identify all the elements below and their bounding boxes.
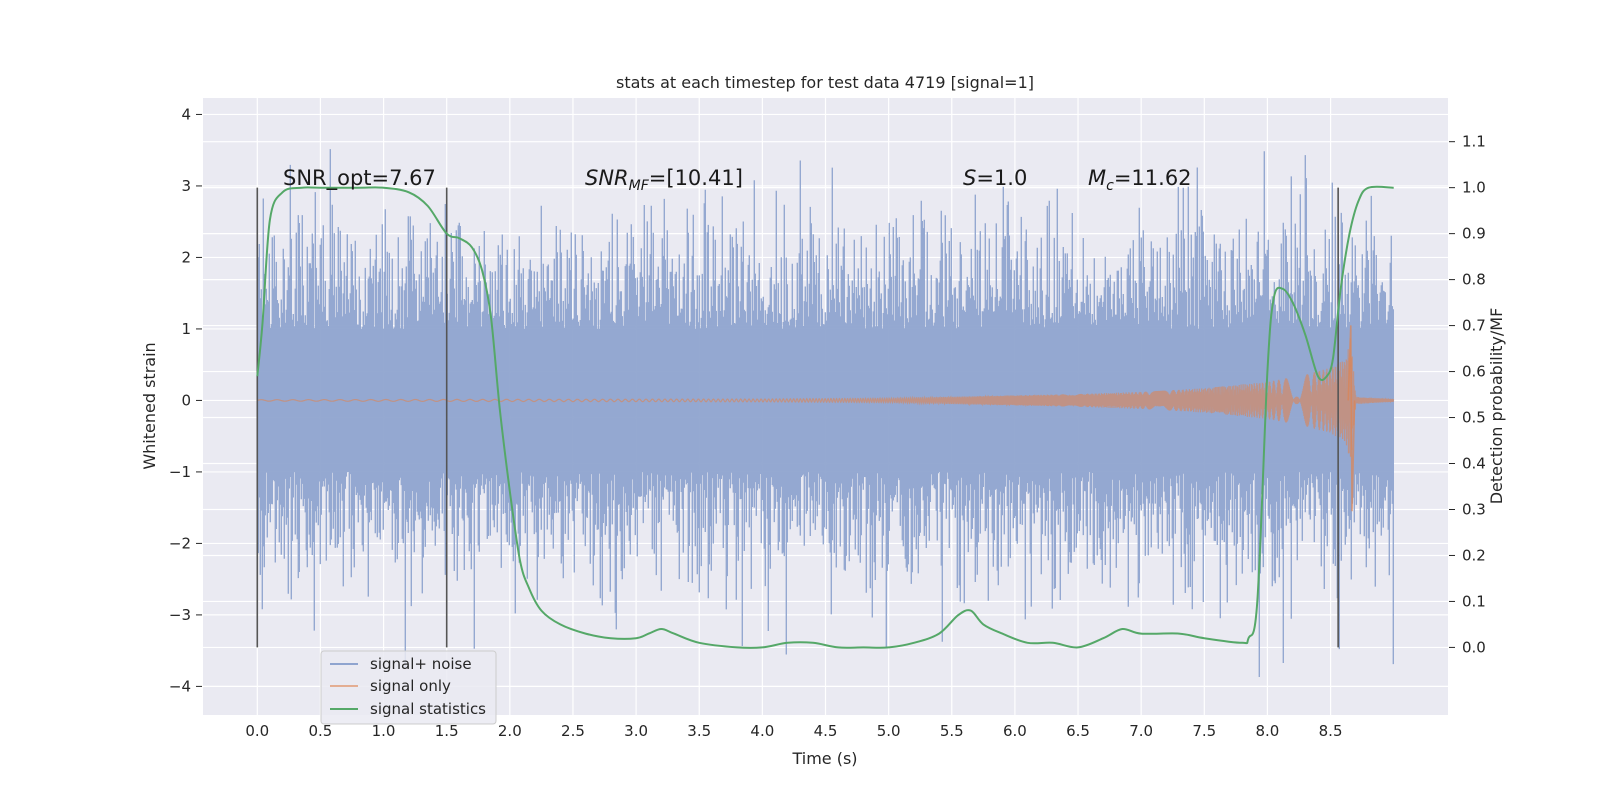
y-tick-label: 0 [181, 391, 191, 409]
legend-box [320, 650, 497, 725]
x-axis-label: Time (s) [791, 749, 857, 768]
y2-tick-label: 0.8 [1462, 271, 1486, 289]
annotation-s: S=1.0 [963, 166, 1027, 190]
legend-label-signal-statistics: signal statistics [370, 700, 486, 718]
annotation-mc-main: M [1088, 166, 1106, 190]
tick-labels: 0.0 0.5 1.0 1.5 2.0 2.5 3.0 3.5 4.0 4.5 5.0 5.5 6.0 6… [169, 105, 1486, 740]
x-tick-label: 5.0 [877, 722, 901, 740]
y2-tick-label: 0.0 [1462, 638, 1486, 656]
annotation-snr-mf-sub: MF [629, 178, 650, 194]
signal-merger-spike [1347, 325, 1356, 512]
y-tick-label: −2 [169, 534, 191, 552]
x-tick-label: 2.0 [498, 722, 522, 740]
y2-tick-label: 0.9 [1462, 225, 1486, 243]
y2-tick-label: 1.0 [1462, 179, 1486, 197]
x-tick-label: 8.5 [1319, 722, 1343, 740]
x-tick-label: 4.0 [750, 722, 774, 740]
y2-tick-label: 0.2 [1462, 546, 1486, 564]
y2-tick-label: 1.1 [1462, 133, 1486, 151]
x-tick-label: 5.5 [940, 722, 964, 740]
y2-tick-label: 0.3 [1462, 500, 1486, 518]
annotation-s-main: S [963, 166, 976, 190]
annotation-snr-mf: SNRMF=[10.41] [585, 166, 743, 194]
y-tick-label: −1 [169, 463, 191, 481]
legend-label-signal-noise: signal+ noise [370, 655, 472, 673]
x-tick-label: 0.0 [245, 722, 269, 740]
x-tick-label: 0.5 [308, 722, 332, 740]
y-tick-label: −4 [169, 677, 191, 695]
y-tick-label: 3 [181, 177, 191, 195]
y-tick-label: 4 [181, 105, 191, 123]
y2-tick-label: 0.4 [1462, 455, 1486, 473]
vertical-markers [256, 187, 1339, 648]
x-tick-label: 8.0 [1256, 722, 1280, 740]
x-tick-label: 3.5 [687, 722, 711, 740]
annotation-s-value: =1.0 [976, 166, 1027, 190]
y2-tick-label: 0.6 [1462, 363, 1486, 381]
x-tick-label: 1.0 [372, 722, 396, 740]
chart-title: stats at each timestep for test data 471… [616, 73, 1034, 92]
annotation-snr-opt: SNR_opt=7.67 [283, 166, 436, 191]
y-axis-label: Whitened strain [140, 342, 159, 469]
x-tick-label: 4.5 [814, 722, 838, 740]
legend-label-signal-only: signal only [370, 677, 451, 695]
annotation-snr-mf-value: =[10.41] [649, 166, 743, 190]
y-tick-label: 2 [181, 248, 191, 266]
series-signal-statistics [256, 185, 1394, 649]
annotation-mc-sub: c [1106, 178, 1114, 194]
x-tick-label: 1.5 [435, 722, 459, 740]
x-tick-label: 2.5 [561, 722, 585, 740]
legend: signal+ noise signal only signal statist… [320, 650, 497, 725]
y-tick-label: −3 [169, 606, 191, 624]
y2-tick-label: 0.1 [1462, 592, 1486, 610]
signal-statistics-line [256, 185, 1394, 649]
x-tick-label: 6.5 [1066, 722, 1090, 740]
x-tick-label: 6.0 [1003, 722, 1027, 740]
x-tick-label: 7.0 [1129, 722, 1153, 740]
y2-tick-label: 0.7 [1462, 317, 1486, 335]
y2-tick-label: 0.5 [1462, 409, 1486, 427]
y-tick-label: 1 [181, 320, 191, 338]
x-tick-label: 7.5 [1192, 722, 1216, 740]
annotation-mc: Mc=11.62 [1088, 166, 1192, 194]
annotation-snr-mf-main: SNR [585, 166, 629, 190]
x-tick-label: 3.0 [624, 722, 648, 740]
annotation-mc-value: =11.62 [1114, 166, 1192, 190]
y2-axis-label: Detection probability/MF [1487, 308, 1506, 505]
